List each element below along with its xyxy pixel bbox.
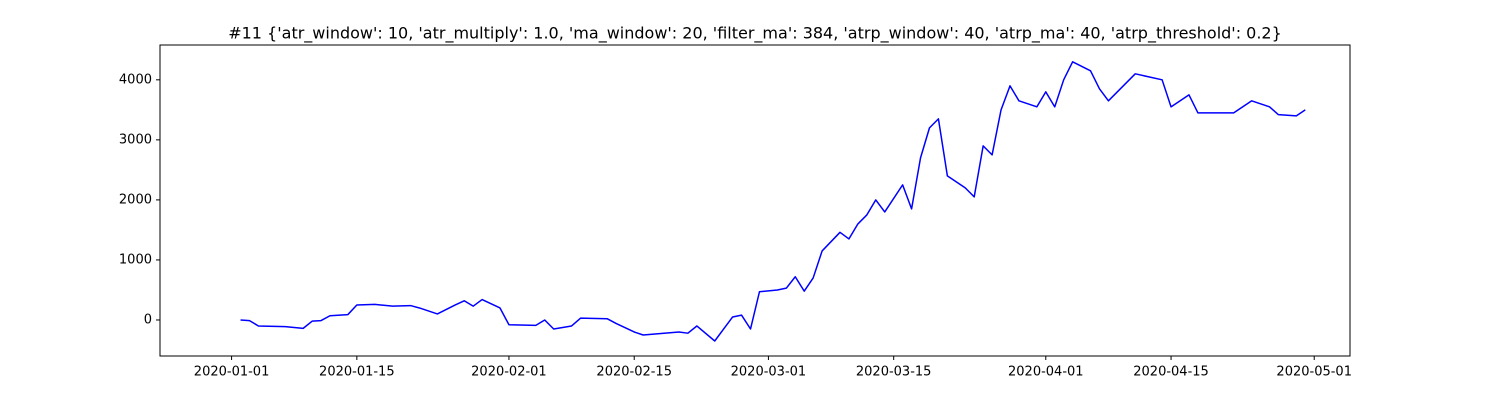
plot-frame <box>159 44 1351 357</box>
y-tick-label: 1000 <box>119 252 152 267</box>
x-tick-label: 2020-03-15 <box>856 365 932 380</box>
x-tick-label: 2020-01-01 <box>194 365 270 380</box>
x-tick-label: 2020-04-01 <box>1008 365 1084 380</box>
x-tick-label: 2020-05-01 <box>1276 365 1352 380</box>
x-tick-label: 2020-01-15 <box>319 365 395 380</box>
x-tick-label: 2020-04-15 <box>1133 365 1209 380</box>
y-tick-label: 2000 <box>119 192 152 207</box>
y-tick-label: 0 <box>144 312 152 327</box>
chart-title: #11 {'atr_window': 10, 'atr_multiply': 1… <box>228 24 1282 44</box>
line <box>240 61 1306 342</box>
x-tick-label: 2020-02-15 <box>596 365 672 380</box>
y-tick-label: 4000 <box>119 72 152 87</box>
x-tick-label: 2020-03-01 <box>731 365 807 380</box>
y-tick-label: 3000 <box>119 132 152 147</box>
x-tick-label: 2020-02-01 <box>471 365 547 380</box>
